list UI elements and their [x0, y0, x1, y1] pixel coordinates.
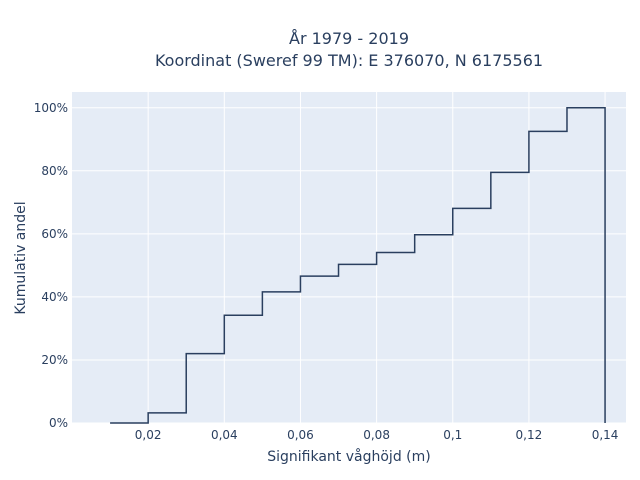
y-tick-label: 20% [41, 353, 68, 367]
x-axis: 0,02 0,04 0,06 0,08 0,1 0,12 0,14 [135, 428, 619, 442]
y-tick-label: 0% [49, 416, 68, 430]
x-tick-label: 0,04 [211, 428, 238, 442]
chart-subtitle: Koordinat (Sweref 99 TM): E 376070, N 61… [155, 51, 543, 70]
plot-background [72, 92, 626, 423]
x-tick-label: 0,08 [363, 428, 390, 442]
y-tick-label: 60% [41, 227, 68, 241]
y-tick-label: 80% [41, 164, 68, 178]
y-axis-title: Kumulativ andel [13, 201, 29, 314]
x-tick-label: 0,06 [287, 428, 314, 442]
x-tick-label: 0,1 [443, 428, 462, 442]
series-layer [110, 107, 606, 424]
y-tick-label: 40% [41, 290, 68, 304]
x-tick-label: 0,14 [592, 428, 619, 442]
x-tick-label: 0,12 [516, 428, 543, 442]
y-axis: 0% 20% 40% 60% 80% 100% [34, 101, 68, 430]
x-axis-title: Signifikant våghöjd (m) [267, 448, 430, 465]
chart-title: År 1979 - 2019 [289, 29, 409, 48]
cumulative-step-line [110, 107, 606, 424]
x-tick-label: 0,02 [135, 428, 162, 442]
y-tick-label: 100% [34, 101, 68, 115]
